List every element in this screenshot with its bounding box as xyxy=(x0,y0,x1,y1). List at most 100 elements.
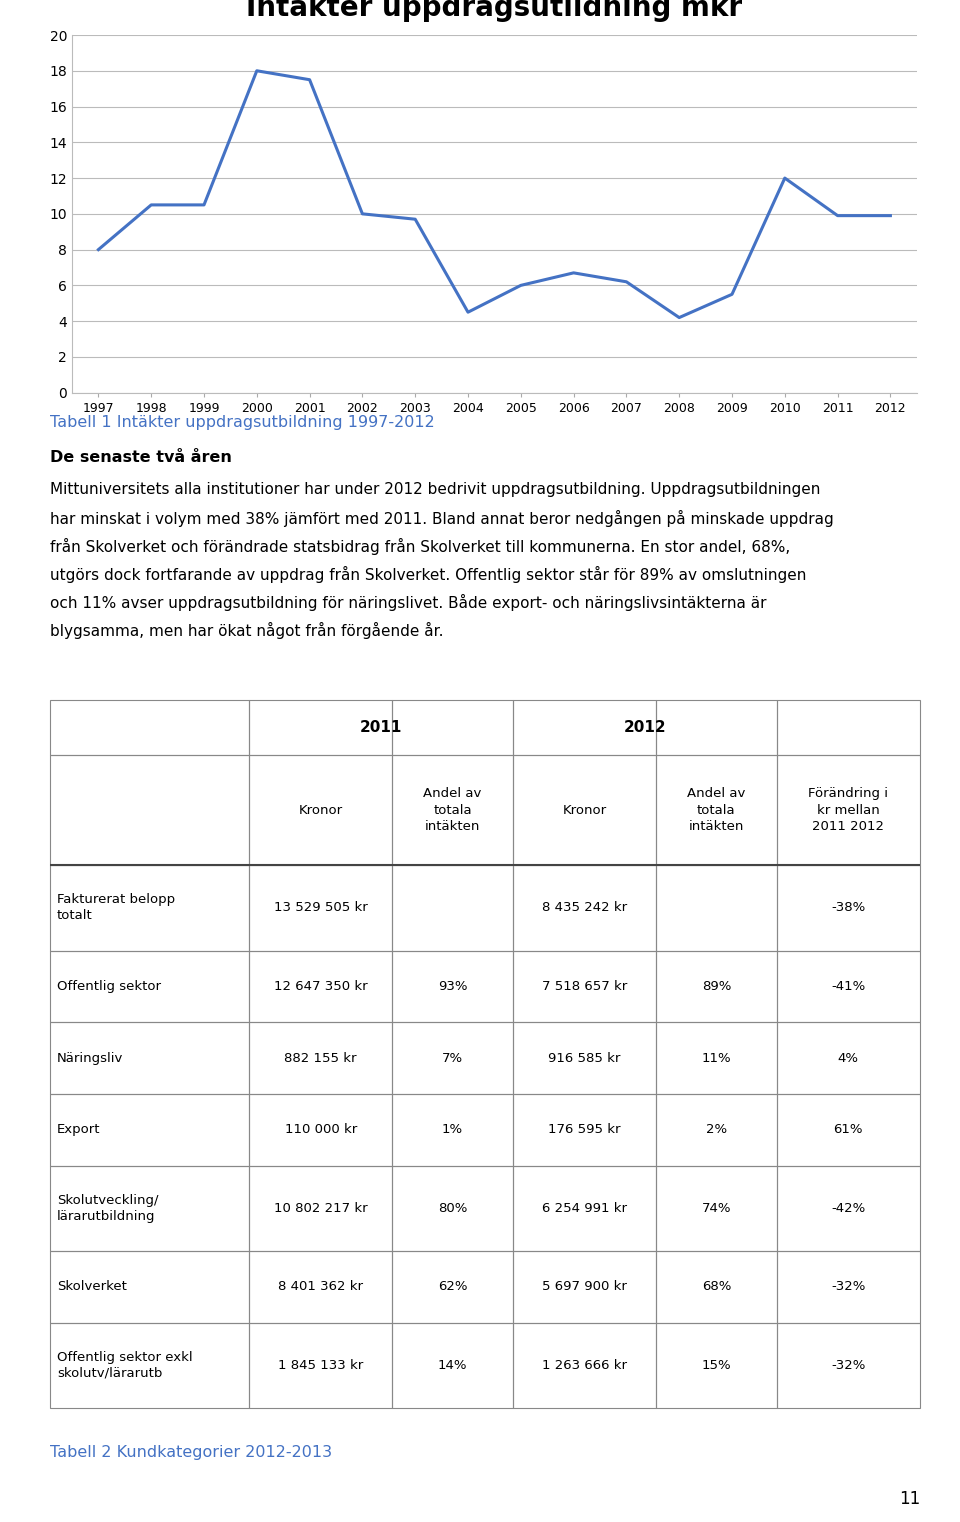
Text: 2011: 2011 xyxy=(360,720,402,735)
Text: 110 000 kr: 110 000 kr xyxy=(284,1123,357,1137)
Bar xyxy=(657,1023,777,1094)
Bar xyxy=(249,951,393,1023)
Bar xyxy=(50,1023,249,1094)
Bar xyxy=(393,951,513,1023)
Text: 4%: 4% xyxy=(838,1052,859,1064)
Text: 1 263 666 kr: 1 263 666 kr xyxy=(542,1359,627,1371)
Bar xyxy=(777,755,920,864)
Bar xyxy=(393,1023,513,1094)
Bar xyxy=(513,1094,657,1166)
Bar xyxy=(777,1251,920,1323)
Text: 1 845 133 kr: 1 845 133 kr xyxy=(278,1359,363,1371)
Bar xyxy=(657,1094,777,1166)
Text: 7%: 7% xyxy=(442,1052,463,1064)
Bar xyxy=(513,1251,657,1323)
Bar xyxy=(50,1094,249,1166)
Text: har minskat i volym med 38% jämfört med 2011. Bland annat beror nedgången på min: har minskat i volym med 38% jämfört med … xyxy=(50,510,833,527)
Bar xyxy=(393,700,513,755)
Bar xyxy=(50,1251,249,1323)
Bar xyxy=(249,1251,393,1323)
Bar xyxy=(50,700,249,755)
Bar xyxy=(50,951,249,1023)
Text: Offentlig sektor: Offentlig sektor xyxy=(57,980,161,992)
Bar xyxy=(777,700,920,755)
Bar xyxy=(393,1323,513,1408)
Bar xyxy=(249,864,393,951)
Bar xyxy=(50,864,249,951)
Text: 176 595 kr: 176 595 kr xyxy=(548,1123,621,1137)
Text: -32%: -32% xyxy=(831,1359,866,1371)
Bar xyxy=(777,951,920,1023)
Text: 1%: 1% xyxy=(442,1123,463,1137)
Text: Förändring i
kr mellan
2011 2012: Förändring i kr mellan 2011 2012 xyxy=(808,787,888,833)
Text: 68%: 68% xyxy=(702,1280,732,1294)
Bar xyxy=(513,1323,657,1408)
Text: 2%: 2% xyxy=(706,1123,727,1137)
Text: 5 697 900 kr: 5 697 900 kr xyxy=(542,1280,627,1294)
Text: utgörs dock fortfarande av uppdrag från Skolverket. Offentlig sektor står för 89: utgörs dock fortfarande av uppdrag från … xyxy=(50,566,806,583)
Text: 80%: 80% xyxy=(438,1202,468,1215)
Text: 89%: 89% xyxy=(702,980,732,992)
Bar xyxy=(513,1023,657,1094)
Bar xyxy=(393,1166,513,1251)
Bar xyxy=(393,755,513,864)
Bar xyxy=(657,755,777,864)
Text: 6 254 991 kr: 6 254 991 kr xyxy=(542,1202,627,1215)
Bar xyxy=(393,1094,513,1166)
Text: 10 802 217 kr: 10 802 217 kr xyxy=(274,1202,368,1215)
Bar xyxy=(249,700,393,755)
Bar xyxy=(249,1023,393,1094)
Text: Näringsliv: Näringsliv xyxy=(57,1052,123,1064)
Bar xyxy=(657,1251,777,1323)
Bar xyxy=(657,951,777,1023)
Text: och 11% avser uppdragsutbildning för näringslivet. Både export- och näringslivsi: och 11% avser uppdragsutbildning för när… xyxy=(50,594,766,610)
Text: blygsamma, men har ökat något från förgående år.: blygsamma, men har ökat något från förgå… xyxy=(50,622,444,639)
Bar xyxy=(50,755,249,864)
Text: Fakturerat belopp
totalt: Fakturerat belopp totalt xyxy=(57,893,175,922)
Text: Export: Export xyxy=(57,1123,101,1137)
Text: -38%: -38% xyxy=(831,901,865,915)
Bar xyxy=(513,864,657,951)
Text: 13 529 505 kr: 13 529 505 kr xyxy=(274,901,368,915)
Bar xyxy=(249,1323,393,1408)
Bar xyxy=(513,755,657,864)
Bar xyxy=(657,700,777,755)
Bar xyxy=(513,700,657,755)
Text: Tabell 1 Intäkter uppdragsutbildning 1997-2012: Tabell 1 Intäkter uppdragsutbildning 199… xyxy=(50,416,435,431)
Text: Mittuniversitets alla institutioner har under 2012 bedrivit uppdragsutbildning. : Mittuniversitets alla institutioner har … xyxy=(50,482,821,498)
Text: 7 518 657 kr: 7 518 657 kr xyxy=(541,980,627,992)
Text: 62%: 62% xyxy=(438,1280,468,1294)
Bar xyxy=(657,1166,777,1251)
Bar xyxy=(777,1323,920,1408)
Bar xyxy=(777,1023,920,1094)
Bar xyxy=(249,1094,393,1166)
Text: 2012: 2012 xyxy=(623,720,666,735)
Bar xyxy=(513,951,657,1023)
Text: 8 401 362 kr: 8 401 362 kr xyxy=(278,1280,363,1294)
Text: Skolverket: Skolverket xyxy=(57,1280,127,1294)
Text: Offentlig sektor exkl
skolutv/lärarutb: Offentlig sektor exkl skolutv/lärarutb xyxy=(57,1352,193,1380)
Bar xyxy=(393,864,513,951)
Text: De senaste två åren: De senaste två åren xyxy=(50,451,232,466)
Bar xyxy=(50,1166,249,1251)
Bar xyxy=(657,864,777,951)
Bar xyxy=(249,1166,393,1251)
Text: Andel av
totala
intäkten: Andel av totala intäkten xyxy=(423,787,482,833)
Text: Skolutveckling/
lärarutbildning: Skolutveckling/ lärarutbildning xyxy=(57,1193,158,1222)
Bar xyxy=(513,1166,657,1251)
Text: från Skolverket och förändrade statsbidrag från Skolverket till kommunerna. En s: från Skolverket och förändrade statsbidr… xyxy=(50,537,790,556)
Text: -41%: -41% xyxy=(831,980,865,992)
Text: -42%: -42% xyxy=(831,1202,865,1215)
Text: 61%: 61% xyxy=(833,1123,863,1137)
Bar xyxy=(249,755,393,864)
Bar xyxy=(777,1166,920,1251)
Title: Intäkter uppdragsutildning mkr: Intäkter uppdragsutildning mkr xyxy=(247,0,742,21)
Text: Kronor: Kronor xyxy=(299,804,343,817)
Bar xyxy=(777,864,920,951)
Text: 12 647 350 kr: 12 647 350 kr xyxy=(274,980,368,992)
Text: 8 435 242 kr: 8 435 242 kr xyxy=(542,901,627,915)
Text: Tabell 2 Kundkategorier 2012-2013: Tabell 2 Kundkategorier 2012-2013 xyxy=(50,1444,332,1460)
Text: 15%: 15% xyxy=(702,1359,732,1371)
Text: 14%: 14% xyxy=(438,1359,468,1371)
Bar xyxy=(393,1251,513,1323)
